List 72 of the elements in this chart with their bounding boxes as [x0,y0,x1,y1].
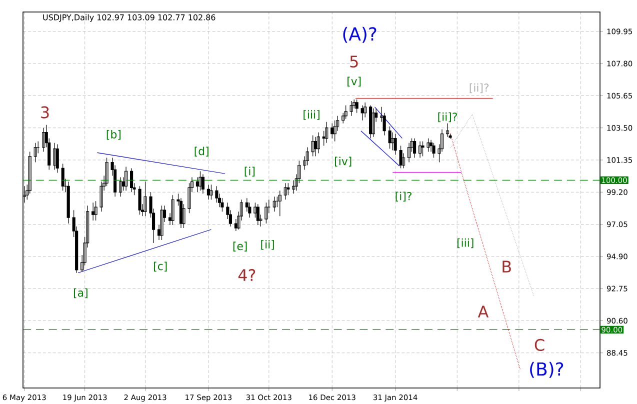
candlestick [92,202,95,221]
candlestick [284,182,287,200]
candlestick [278,190,282,216]
candlestick [446,123,450,138]
candlestick [220,198,224,212]
candlestick [399,146,402,169]
candlestick [264,202,268,224]
candlestick [206,184,210,200]
candlestick [61,163,64,191]
annotation: [iii] [457,238,474,248]
candlestick [413,138,416,158]
candlestick [201,174,205,194]
candlestick [94,200,98,221]
candlestick [344,105,348,120]
annotation: [i] [244,166,255,177]
candlestick [198,170,202,191]
candlestick [408,142,411,163]
candlestick [314,136,318,157]
annotation: [a] [74,288,88,298]
candlestick [369,105,372,139]
candlestick [394,134,397,156]
annotation: [b] [106,130,120,140]
candlestick [130,168,134,192]
annotation: 4? [238,269,256,281]
candlestick [56,144,59,174]
candlestick [171,194,174,226]
annotation: (A)? [343,26,376,43]
annotation: [ii] [261,240,274,250]
candlestick [325,122,328,144]
candlestick [330,123,334,139]
annotation: [v] [348,76,361,87]
annotation: [iv] [334,156,352,167]
annotation: A [478,306,489,318]
annotation: [d] [194,146,208,157]
annotation: [ii]? [470,83,489,94]
candlestick [144,181,147,216]
candlestick [388,126,392,150]
annotation: 3 [41,106,49,118]
candlestick [105,157,108,186]
candlestick [432,142,436,158]
annotation: [ii]? [438,112,457,122]
candlestick [210,184,213,200]
candlestick [306,146,309,166]
candlestick [248,202,252,218]
candlestick [124,166,128,191]
candlestick [138,186,142,215]
annotation: (B)? [530,362,564,378]
candlestick [316,132,320,154]
candlestick [66,181,70,224]
candlestick [42,128,46,152]
candlestick [333,120,336,142]
annotation: [i]? [396,192,412,202]
candlestick [160,205,164,240]
candlestick [364,102,367,118]
candlestick [272,196,276,212]
candlestick [350,100,353,116]
candlestick [286,182,290,196]
annotation: [c] [154,262,167,272]
annotation: [iii] [304,110,320,120]
candlestick [34,142,37,163]
candlestick [119,176,122,197]
annotation: B [502,260,511,272]
candlestick [421,141,424,157]
candlestick [418,141,422,158]
candlestick [215,186,218,203]
annotation: C [534,338,544,351]
candlestick [256,204,260,226]
candlestick [355,99,358,114]
annotation: [e] [233,242,247,252]
candlestick [53,142,56,170]
annotation: 5 [350,56,358,68]
candlestick [426,138,430,152]
